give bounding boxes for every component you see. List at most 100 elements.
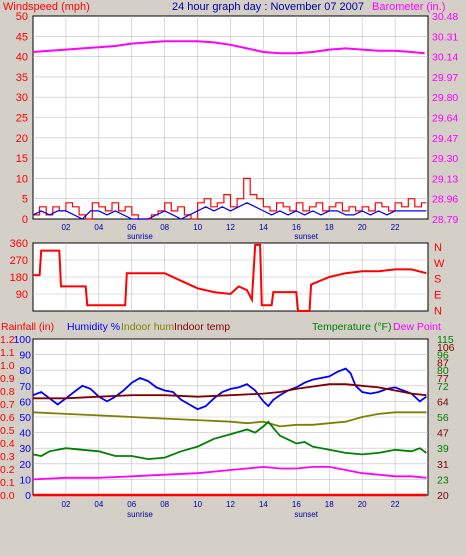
- humidity-label: Humidity %: [67, 321, 120, 333]
- compass-tick-label: N: [434, 305, 442, 317]
- windspeed-tick-label: 45: [16, 31, 28, 43]
- temp-hum-lines: [32, 367, 427, 497]
- windspeed-axis-label: Windspeed (mph): [3, 1, 90, 13]
- direction-tick-label: 180: [10, 272, 28, 284]
- wind-direction-grid: [33, 243, 428, 311]
- rainfall-tick-label: 0.1: [0, 477, 15, 489]
- x-tick-label: 20: [358, 500, 367, 509]
- rainfall-tick-label: 1.2: [0, 334, 15, 346]
- temperature-label: Temperature (°F): [312, 321, 391, 333]
- windspeed-tick-label: 10: [16, 173, 28, 185]
- sunset-label: sunset: [294, 232, 318, 241]
- temperature-tick-label: 72: [437, 381, 449, 393]
- barometer-tick-label: 29.13: [432, 173, 458, 185]
- x-tick-label: 06: [127, 223, 136, 232]
- indoor-temp-label: Indoor temp: [174, 321, 230, 333]
- x-tick-label: 02: [61, 223, 70, 232]
- humidity-tick-label: 50: [19, 412, 31, 424]
- x-tick-label: 06: [127, 500, 136, 509]
- x-tick-label: 16: [292, 500, 301, 509]
- humidity-tick-label: 90: [19, 350, 31, 362]
- sunrise-label: sunrise: [127, 510, 153, 519]
- barometer-tick-label: 28.79: [432, 214, 458, 226]
- x-tick-label: 10: [193, 500, 202, 509]
- x-tick-label: 08: [160, 500, 169, 509]
- barometer-tick-label: 29.80: [432, 92, 458, 104]
- direction-tick-label: 360: [10, 238, 28, 250]
- temperature-tick-label: 115: [437, 334, 454, 346]
- rainfall-tick-label: 0.7: [0, 399, 15, 411]
- humidity-tick-label: 60: [19, 396, 31, 408]
- barometer-tick-label: 29.97: [432, 72, 458, 84]
- humidity-tick-label: 80: [19, 365, 31, 377]
- x-tick-label: 08: [160, 223, 169, 232]
- indoor-hum-line: [32, 411, 427, 428]
- barometer-tick-label: 30.48: [432, 11, 458, 23]
- barometer-tick-label: 28.96: [432, 194, 458, 206]
- x-tick-label: 18: [325, 223, 334, 232]
- temperature-tick-label: 87: [437, 357, 449, 369]
- rainfall-tick-label: 0.3: [0, 451, 15, 463]
- temperature-tick-label: 96: [437, 350, 449, 362]
- temperature-tick-label: 56: [437, 412, 449, 424]
- temperature-tick-label: 80: [437, 365, 449, 377]
- windspeed-tick-label: 5: [22, 194, 28, 206]
- windspeed-tick-label: 40: [16, 52, 28, 64]
- x-tick-label: 22: [391, 500, 400, 509]
- barometer-axis-label: Barometer (in.): [372, 1, 445, 13]
- temperature-tick-label: 64: [437, 396, 449, 408]
- compass-tick-label: W: [434, 258, 445, 270]
- humidity-line: [32, 367, 427, 411]
- windspeed-tick-label: 25: [16, 113, 28, 125]
- rainfall-tick-label: 1.0: [0, 360, 15, 372]
- temperature-tick-label: 39: [437, 443, 449, 455]
- humidity-tick-label: 100: [13, 334, 31, 346]
- indoor-temp-line: [33, 383, 427, 400]
- rainfall-axis-label: Rainfall (in): [1, 321, 54, 333]
- wind-direction-lines: [33, 243, 427, 312]
- rainfall-tick-label: 0.5: [0, 425, 15, 437]
- rainfall-tick-label: 1.1: [0, 347, 15, 359]
- x-tick-label: 20: [358, 223, 367, 232]
- barometer-tick-label: 29.47: [432, 133, 458, 145]
- rainfall-tick-label: 0.4: [0, 438, 15, 450]
- temperature-tick-label: 23: [437, 474, 449, 486]
- x-tick-label: 12: [226, 500, 235, 509]
- rainfall-tick-label: 0.2: [0, 464, 15, 476]
- windspeed-average-line: [32, 202, 427, 220]
- windspeed-tick-label: 35: [16, 72, 28, 84]
- wind-direction-line: [33, 243, 427, 312]
- windspeed-tick-label: 50: [16, 11, 28, 23]
- compass-tick-label: S: [434, 274, 441, 286]
- humidity-tick-label: 10: [19, 474, 31, 486]
- temperature-tick-label: 77: [437, 373, 449, 385]
- chart-title: 24 hour graph day : November 07 2007: [172, 1, 364, 13]
- temp-hum-ticks: 0.00.10.20.30.40.50.60.70.80.91.01.11.2 0…: [0, 334, 455, 519]
- temperature-tick-label: 31: [437, 459, 449, 471]
- sunset-label: sunset: [294, 510, 318, 519]
- windspeed-tick-label: 30: [16, 92, 28, 104]
- x-tick-label: 14: [259, 500, 268, 509]
- x-tick-label: 04: [94, 500, 103, 509]
- humidity-tick-label: 40: [19, 428, 31, 440]
- wind-baro-lines: [32, 40, 427, 220]
- x-tick-label: 04: [94, 223, 103, 232]
- temperature-tick-label: 106: [437, 342, 455, 354]
- barometer-line: [32, 40, 425, 55]
- x-tick-label: 22: [391, 223, 400, 232]
- x-tick-label: 14: [259, 223, 268, 232]
- compass-tick-label: N: [434, 242, 442, 254]
- direction-tick-label: 270: [10, 255, 28, 267]
- wind-baro-panel: 0 5 10 15 20 25 30 35 40 45 50 28.79 28.96 29.13 29.30…: [3, 1, 458, 241]
- x-tick-label: 12: [226, 223, 235, 232]
- temp-hum-panel: 0.00.10.20.30.40.50.60.70.80.91.01.11.2 0…: [0, 321, 455, 519]
- wind-baro-ticks: 0 5 10 15 20 25 30 35 40 45 50 28.79 28.96 29.13 29.30…: [16, 11, 459, 241]
- dew-point-line: [32, 465, 427, 481]
- windspeed-tick-label: 20: [16, 133, 28, 145]
- humidity-tick-label: 0: [25, 490, 31, 502]
- temperature-f-line: [32, 420, 427, 461]
- x-tick-label: 18: [325, 500, 334, 509]
